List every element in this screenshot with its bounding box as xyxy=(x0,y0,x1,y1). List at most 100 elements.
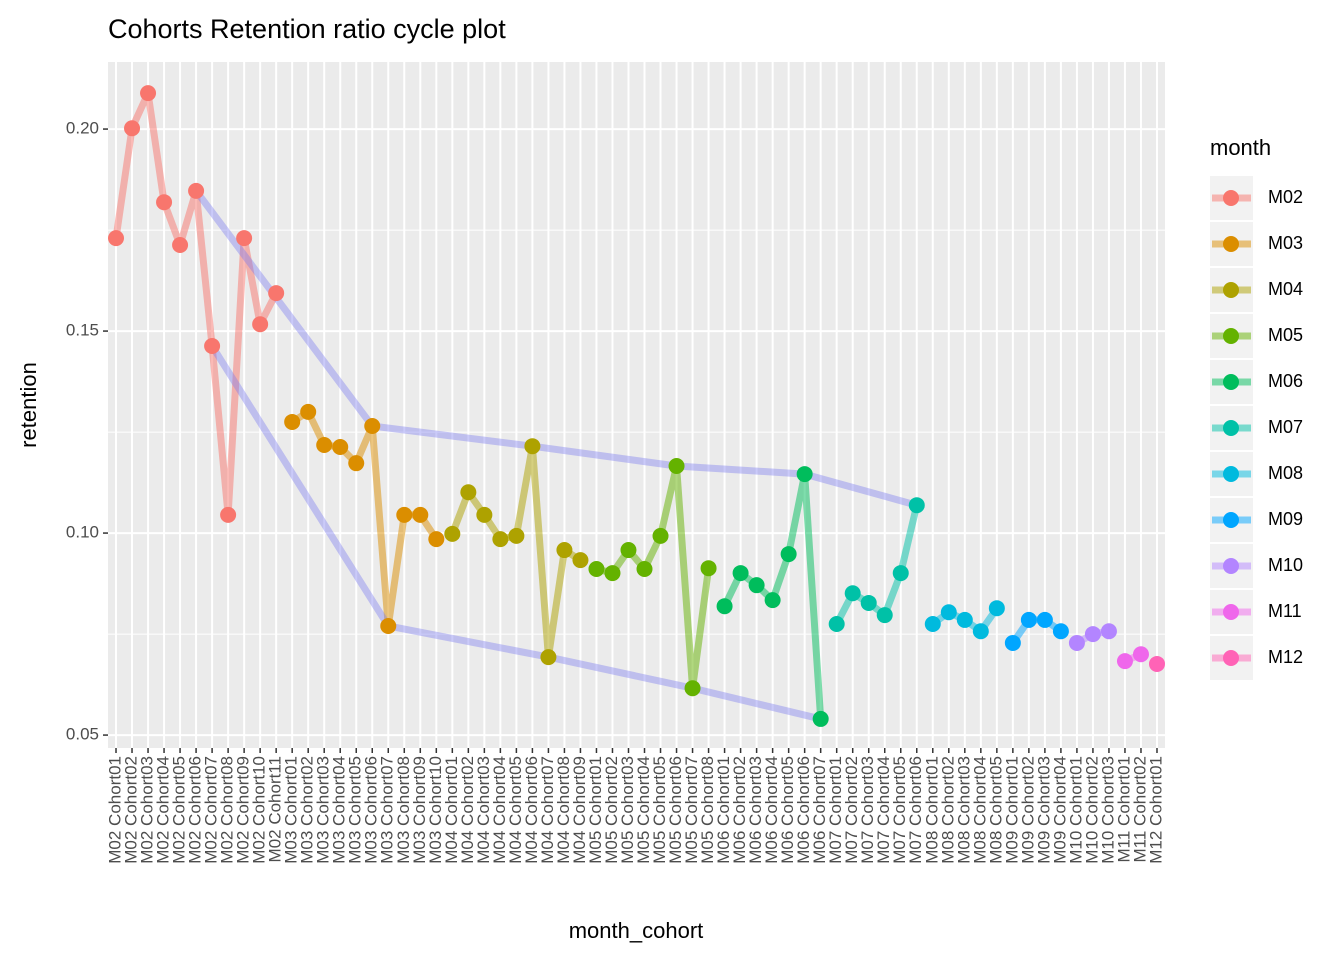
legend-label: M12 xyxy=(1268,647,1303,667)
x-tick-label: M05 Cohort05 xyxy=(650,756,669,864)
x-tick-label: M03 Cohort01 xyxy=(282,756,301,864)
x-tick-label: M05 Cohort02 xyxy=(602,756,621,864)
point xyxy=(220,506,237,523)
point xyxy=(700,560,717,577)
x-tick-label: M02 Cohort09 xyxy=(234,756,253,864)
point xyxy=(732,565,749,582)
x-tick-label: M03 Cohort10 xyxy=(426,756,445,864)
point xyxy=(348,455,365,472)
x-tick-label: M09 Cohort01 xyxy=(1002,756,1021,864)
point xyxy=(1004,634,1021,651)
point xyxy=(588,561,605,578)
x-tick-label: M03 Cohort09 xyxy=(410,756,429,864)
legend-point xyxy=(1223,650,1239,666)
point xyxy=(988,600,1005,617)
point xyxy=(140,85,157,102)
x-tick-label: M08 Cohort03 xyxy=(954,756,973,864)
point xyxy=(284,413,301,430)
point xyxy=(316,436,333,453)
x-tick-label: M07 Cohort01 xyxy=(826,756,845,864)
legend-label: M03 xyxy=(1268,233,1303,253)
point xyxy=(444,525,461,542)
x-tick-label: M02 Cohort06 xyxy=(186,756,205,864)
x-tick-label: M05 Cohort01 xyxy=(586,756,605,864)
point xyxy=(668,458,685,475)
point xyxy=(812,710,829,727)
x-tick-label: M02 Cohort11 xyxy=(266,756,285,862)
legend-label: M05 xyxy=(1268,325,1303,345)
legend-point xyxy=(1223,190,1239,206)
x-tick-label: M06 Cohort04 xyxy=(762,756,781,864)
x-tick-label: M05 Cohort07 xyxy=(682,756,701,864)
x-tick-label: M03 Cohort08 xyxy=(394,756,413,864)
x-tick-label: M10 Cohort03 xyxy=(1098,756,1117,864)
point xyxy=(972,623,989,640)
point xyxy=(476,506,493,523)
point xyxy=(540,649,557,666)
x-tick-label: M07 Cohort04 xyxy=(874,756,893,864)
x-tick-label: M09 Cohort02 xyxy=(1018,756,1037,864)
point xyxy=(1052,623,1069,640)
x-tick-label: M04 Cohort09 xyxy=(570,756,589,864)
y-tick-label: 0.15 xyxy=(66,321,99,340)
x-tick-label: M08 Cohort02 xyxy=(938,756,957,864)
point xyxy=(652,527,669,544)
x-tick-label: M02 Cohort10 xyxy=(250,756,269,864)
point xyxy=(300,403,317,420)
point xyxy=(908,497,925,514)
x-tick-label: M10 Cohort01 xyxy=(1066,756,1085,864)
point xyxy=(108,230,125,247)
x-tick-label: M02 Cohort01 xyxy=(105,756,124,864)
x-tick-label: M11 Cohort02 xyxy=(1130,756,1149,862)
x-tick-label: M08 Cohort01 xyxy=(922,756,941,864)
point xyxy=(636,561,653,578)
legend-point xyxy=(1223,420,1239,436)
point xyxy=(460,484,477,501)
x-tick-label: M09 Cohort04 xyxy=(1050,756,1069,864)
point xyxy=(684,680,701,697)
x-tick-label: M02 Cohort04 xyxy=(154,756,173,864)
point xyxy=(572,552,589,569)
x-tick-label: M09 Cohort03 xyxy=(1034,756,1053,864)
x-tick-label: M04 Cohort03 xyxy=(474,756,493,864)
point xyxy=(1132,646,1149,663)
x-axis-title: month_cohort xyxy=(569,918,704,943)
point xyxy=(604,565,621,582)
x-tick-label: M04 Cohort02 xyxy=(458,756,477,864)
point xyxy=(716,598,733,615)
x-tick-label: M11 Cohort01 xyxy=(1114,756,1133,862)
x-tick-label: M02 Cohort07 xyxy=(202,756,221,864)
x-tick-label: M05 Cohort08 xyxy=(698,756,717,864)
point xyxy=(748,577,765,594)
x-tick-label: M10 Cohort02 xyxy=(1082,756,1101,864)
point xyxy=(1036,611,1053,628)
legend-label: M02 xyxy=(1268,187,1303,207)
point xyxy=(1020,611,1037,628)
x-tick-label: M06 Cohort06 xyxy=(794,756,813,864)
legend-label: M06 xyxy=(1268,371,1303,391)
x-tick-label: M04 Cohort08 xyxy=(554,756,573,864)
legend-point xyxy=(1223,512,1239,528)
x-tick-label: M02 Cohort05 xyxy=(170,756,189,864)
series-line xyxy=(1009,616,1063,645)
point xyxy=(796,466,813,483)
y-axis-title: retention xyxy=(16,362,41,448)
point xyxy=(892,565,909,582)
legend-point xyxy=(1223,328,1239,344)
legend-point xyxy=(1223,558,1239,574)
x-tick-label: M02 Cohort02 xyxy=(122,756,141,864)
x-tick-label: M03 Cohort07 xyxy=(378,756,397,864)
point xyxy=(956,611,973,628)
point xyxy=(828,615,845,632)
chart-title: Cohorts Retention ratio cycle plot xyxy=(108,14,506,44)
series-line xyxy=(290,408,440,630)
point xyxy=(1068,634,1085,651)
legend-label: M10 xyxy=(1268,555,1303,575)
legend-label: M11 xyxy=(1268,601,1302,621)
point xyxy=(156,194,173,211)
x-tick-label: M04 Cohort06 xyxy=(522,756,541,864)
point xyxy=(252,316,269,333)
point xyxy=(188,182,205,199)
x-tick-label: M05 Cohort03 xyxy=(618,756,637,864)
x-tick-label: M05 Cohort06 xyxy=(666,756,685,864)
